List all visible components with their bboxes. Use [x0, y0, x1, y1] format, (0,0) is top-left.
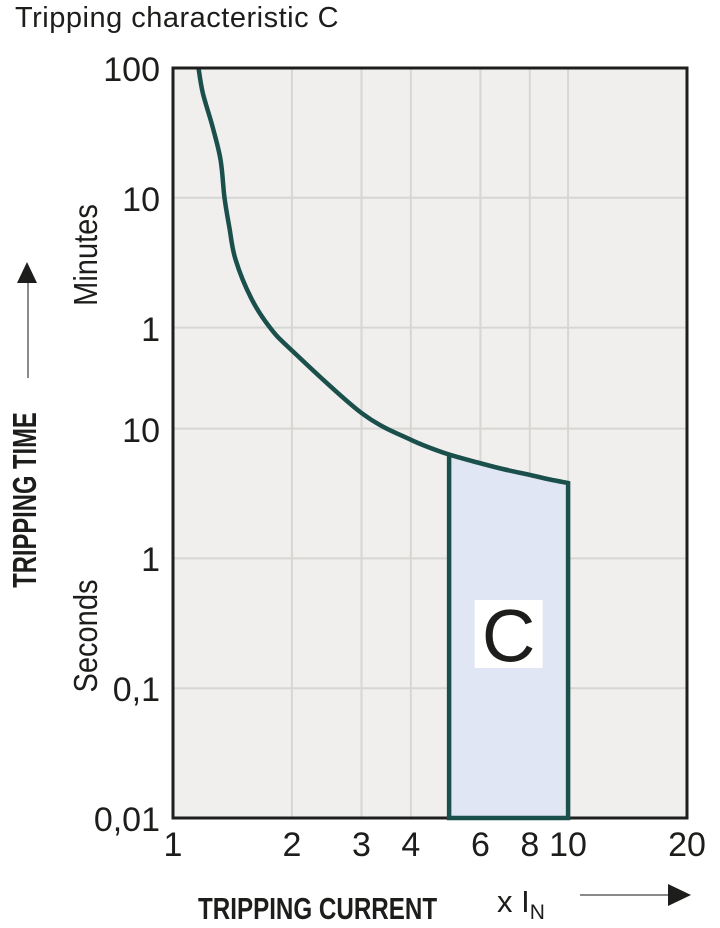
up-arrow-line — [27, 283, 29, 378]
plot-background — [173, 68, 687, 818]
region-label-box — [474, 600, 543, 668]
x-tick-label: 10 — [549, 826, 587, 864]
x-unit-prefix: x I — [497, 884, 530, 919]
chart-title: Tripping characteristic C — [15, 2, 340, 34]
plot-frame — [171, 66, 689, 820]
y-tick-label: 100 — [103, 51, 160, 89]
region-label: C — [482, 595, 535, 678]
y-tick-label: 0,1 — [112, 671, 160, 710]
x-tick-label: 1 — [163, 826, 183, 864]
x-tick-label: 6 — [470, 826, 490, 864]
x-tick-label: 20 — [668, 826, 706, 864]
y-tick-label: 0,01 — [93, 801, 160, 839]
x-tick-label: 4 — [401, 826, 421, 864]
up-arrow-icon — [17, 262, 37, 283]
right-arrow-icon — [668, 884, 691, 906]
y-tick-label: 10 — [122, 180, 160, 219]
right-arrow-line — [580, 894, 669, 896]
x-tick-label: 8 — [520, 826, 540, 864]
x-unit-subscript: N — [529, 901, 545, 925]
x-axis-unit: x IN — [497, 884, 545, 923]
x-tick-label: 3 — [352, 826, 371, 864]
x-axis-title: TRIPPING CURRENT — [198, 891, 438, 926]
x-tick-label: 2 — [282, 826, 302, 864]
y-tick-label: 1 — [141, 310, 160, 349]
y-tick-label: 1 — [141, 541, 160, 580]
y-tick-label: 10 — [122, 411, 160, 450]
